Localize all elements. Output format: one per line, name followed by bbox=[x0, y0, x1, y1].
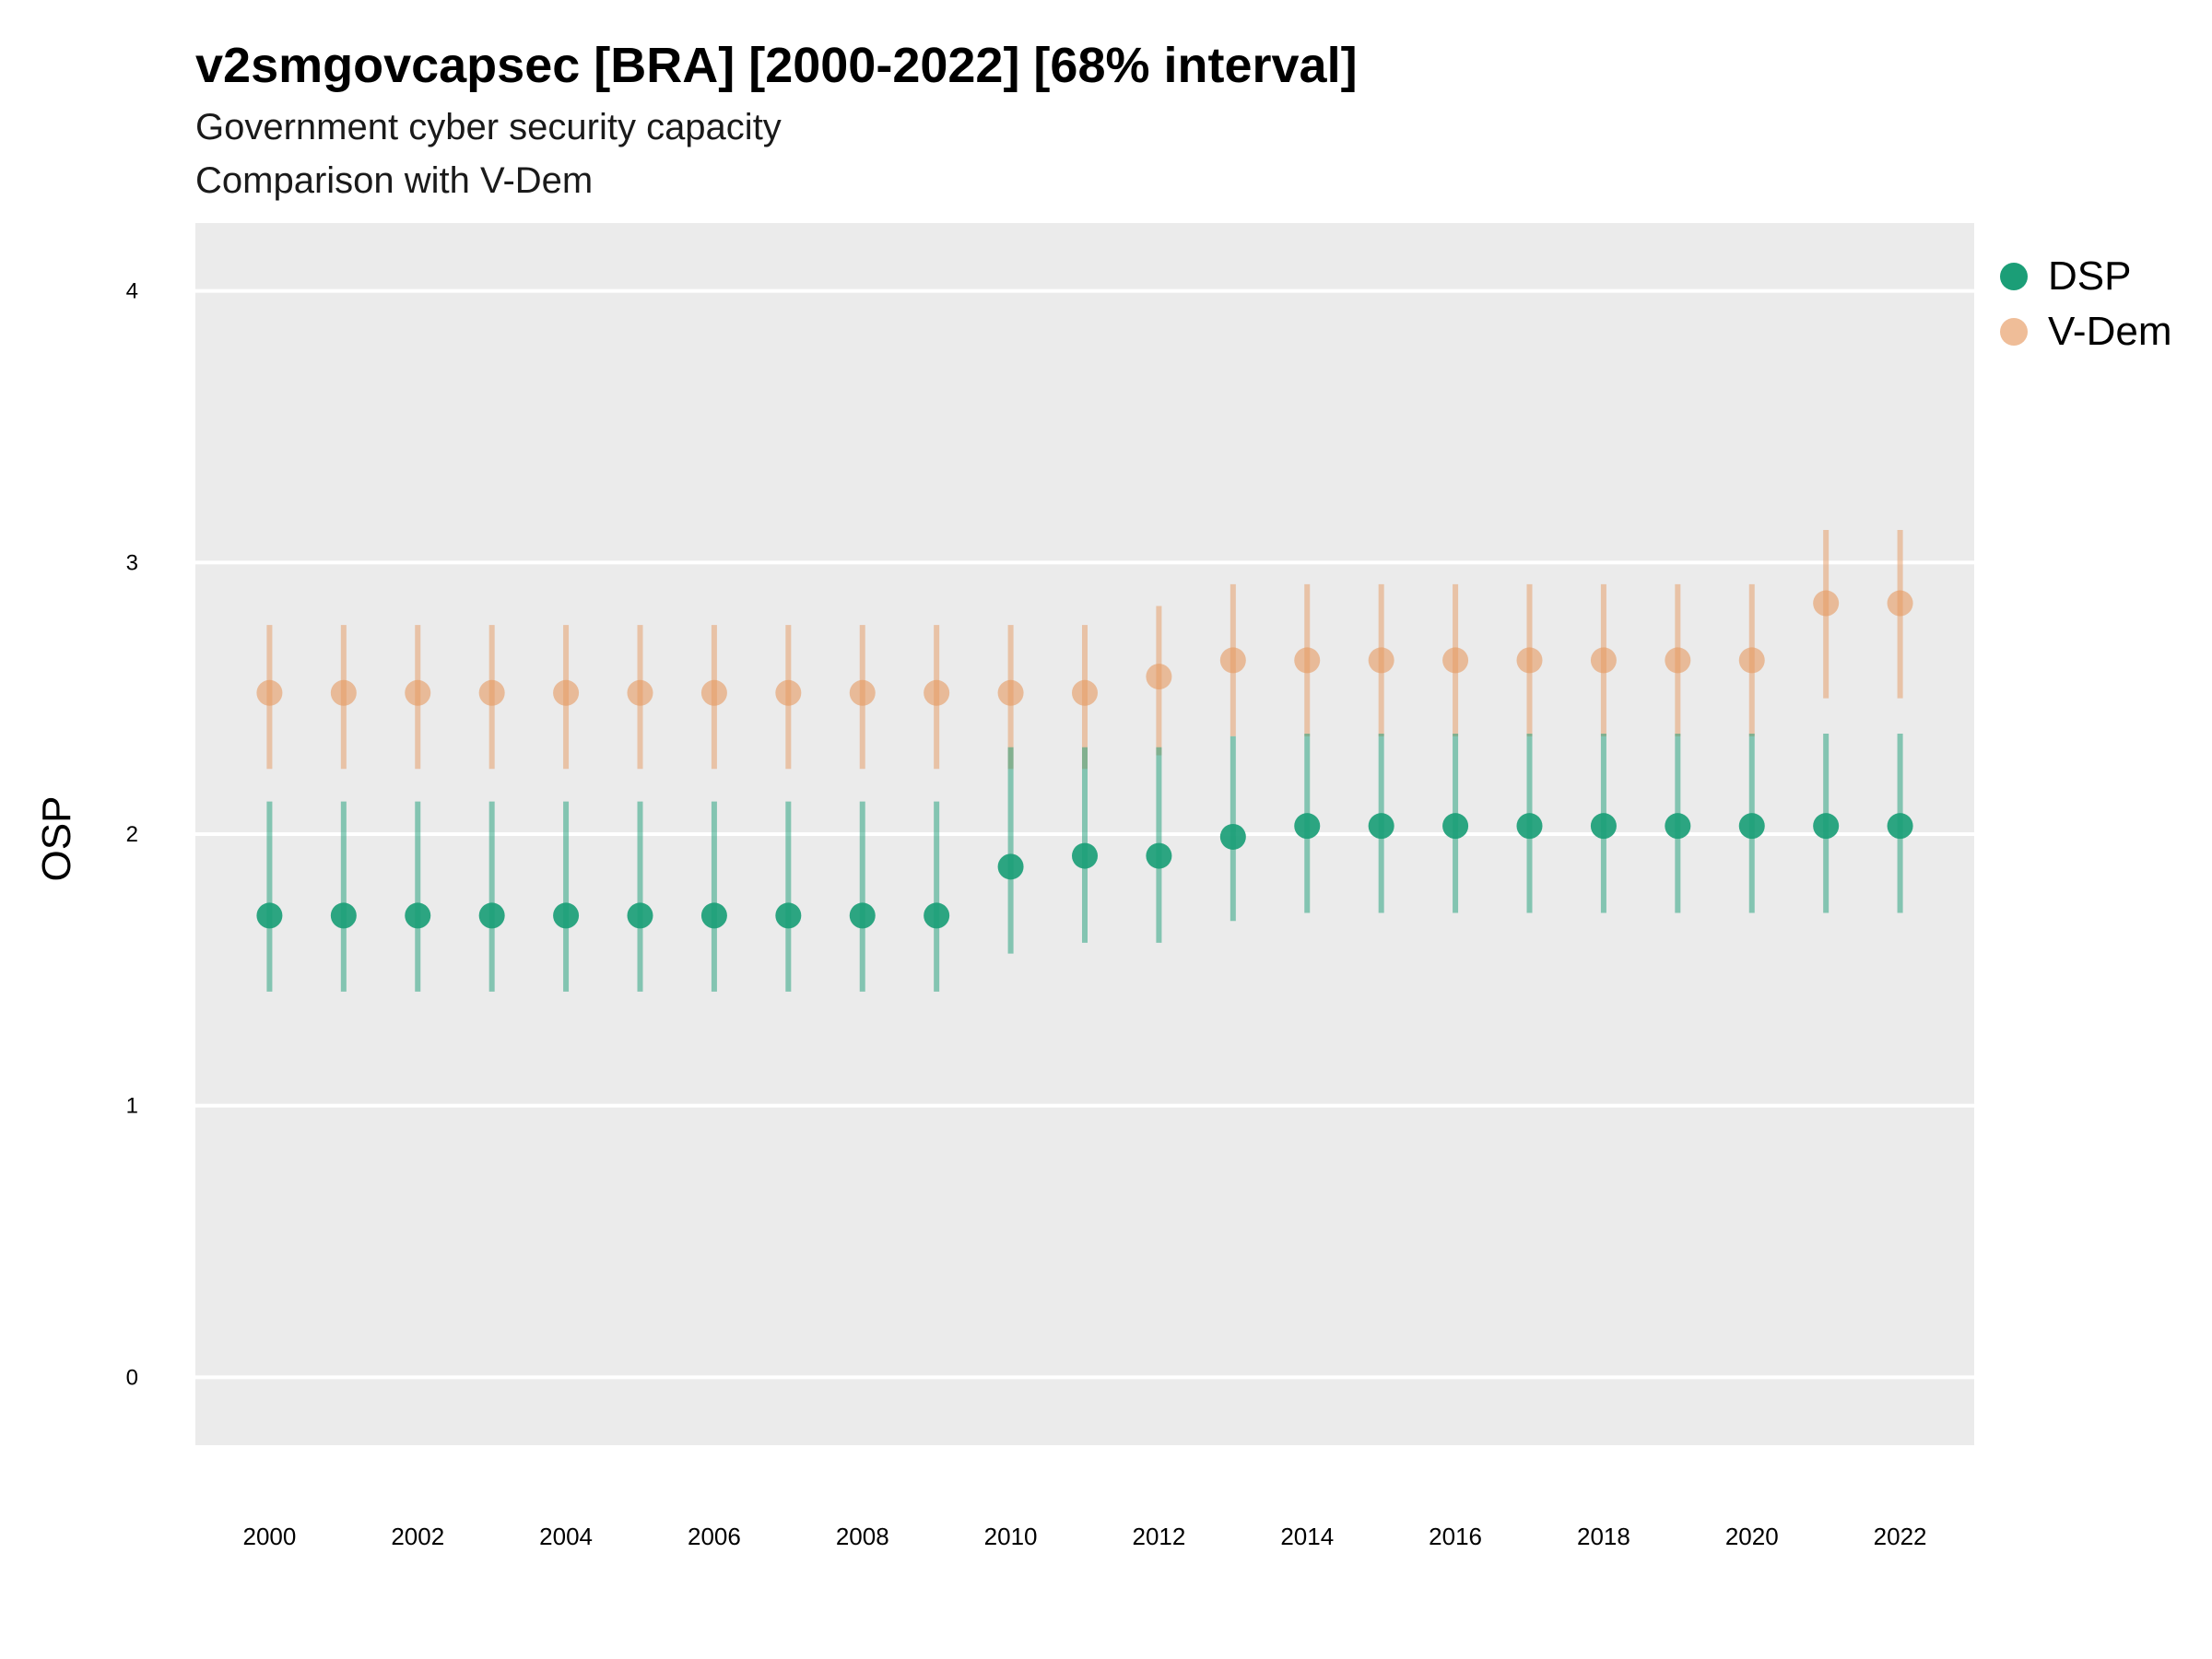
chart-subtitle: Government cyber security capacity bbox=[195, 107, 782, 147]
x-tick-label: 2012 bbox=[1132, 1523, 1185, 1550]
legend-swatch-dsp bbox=[2000, 263, 2028, 290]
point-vdem bbox=[1368, 647, 1394, 674]
point-dsp bbox=[1516, 813, 1543, 840]
point-dsp bbox=[1072, 842, 1098, 869]
legend-label-vdem: V-Dem bbox=[2048, 309, 2172, 354]
point-vdem bbox=[1665, 647, 1691, 674]
point-dsp bbox=[997, 853, 1024, 880]
point-dsp bbox=[553, 902, 580, 929]
point-vdem bbox=[1813, 590, 1840, 617]
point-vdem bbox=[924, 679, 950, 706]
legend-swatch-vdem bbox=[2000, 318, 2028, 346]
point-vdem bbox=[553, 679, 580, 706]
point-vdem bbox=[1294, 647, 1321, 674]
x-tick-label: 2010 bbox=[984, 1523, 1038, 1550]
point-dsp bbox=[775, 902, 802, 929]
point-dsp bbox=[1887, 813, 1913, 840]
point-dsp bbox=[849, 902, 876, 929]
point-vdem bbox=[997, 679, 1024, 706]
legend-item-vdem: V-Dem bbox=[2000, 304, 2171, 359]
point-dsp bbox=[330, 902, 357, 929]
point-vdem bbox=[849, 679, 876, 706]
x-tick-label: 2020 bbox=[1725, 1523, 1779, 1550]
chart-title: v2smgovcapsec [BRA] [2000-2022] [68% int… bbox=[195, 38, 1358, 93]
point-vdem bbox=[627, 679, 653, 706]
y-tick-label: 3 bbox=[126, 550, 138, 575]
point-vdem bbox=[1442, 647, 1469, 674]
y-tick-label: 4 bbox=[126, 279, 138, 304]
point-dsp bbox=[1665, 813, 1691, 840]
point-dsp bbox=[1590, 813, 1617, 840]
point-vdem bbox=[256, 679, 283, 706]
point-dsp bbox=[700, 902, 727, 929]
point-vdem bbox=[775, 679, 802, 706]
y-tick-label: 0 bbox=[126, 1365, 138, 1390]
point-vdem bbox=[1219, 647, 1246, 674]
point-dsp bbox=[1368, 813, 1394, 840]
x-tick-label: 2016 bbox=[1429, 1523, 1482, 1550]
chart-subtitle-comparison: Comparison with V-Dem bbox=[195, 160, 594, 201]
point-dsp bbox=[1738, 813, 1765, 840]
legend: DSP V-Dem bbox=[2000, 249, 2171, 359]
point-dsp bbox=[256, 902, 283, 929]
x-tick-label: 2014 bbox=[1280, 1523, 1334, 1550]
x-tick-label: 2022 bbox=[1874, 1523, 1927, 1550]
point-dsp bbox=[478, 902, 505, 929]
point-vdem bbox=[700, 679, 727, 706]
y-tick-label: 1 bbox=[126, 1094, 138, 1119]
point-vdem bbox=[1146, 664, 1172, 690]
point-dsp bbox=[1442, 813, 1469, 840]
point-vdem bbox=[478, 679, 505, 706]
x-tick-label: 2018 bbox=[1577, 1523, 1630, 1550]
x-tick-label: 2000 bbox=[242, 1523, 296, 1550]
point-dsp bbox=[405, 902, 431, 929]
point-dsp bbox=[1294, 813, 1321, 840]
point-vdem bbox=[1887, 590, 1913, 617]
point-vdem bbox=[1590, 647, 1617, 674]
point-dsp bbox=[1813, 813, 1840, 840]
point-dsp bbox=[1219, 823, 1246, 850]
point-vdem bbox=[1072, 679, 1098, 706]
point-dsp bbox=[924, 902, 950, 929]
point-vdem bbox=[1516, 647, 1543, 674]
point-dsp bbox=[627, 902, 653, 929]
y-tick-label: 2 bbox=[126, 822, 138, 847]
point-vdem bbox=[405, 679, 431, 706]
x-tick-label: 2002 bbox=[391, 1523, 444, 1550]
x-tick-label: 2008 bbox=[836, 1523, 889, 1550]
x-tick-label: 2004 bbox=[539, 1523, 593, 1550]
x-tick-label: 2006 bbox=[688, 1523, 741, 1550]
legend-item-dsp: DSP bbox=[2000, 249, 2171, 304]
point-dsp bbox=[1146, 842, 1172, 869]
point-vdem bbox=[330, 679, 357, 706]
legend-label-dsp: DSP bbox=[2048, 253, 2132, 299]
point-vdem bbox=[1738, 647, 1765, 674]
